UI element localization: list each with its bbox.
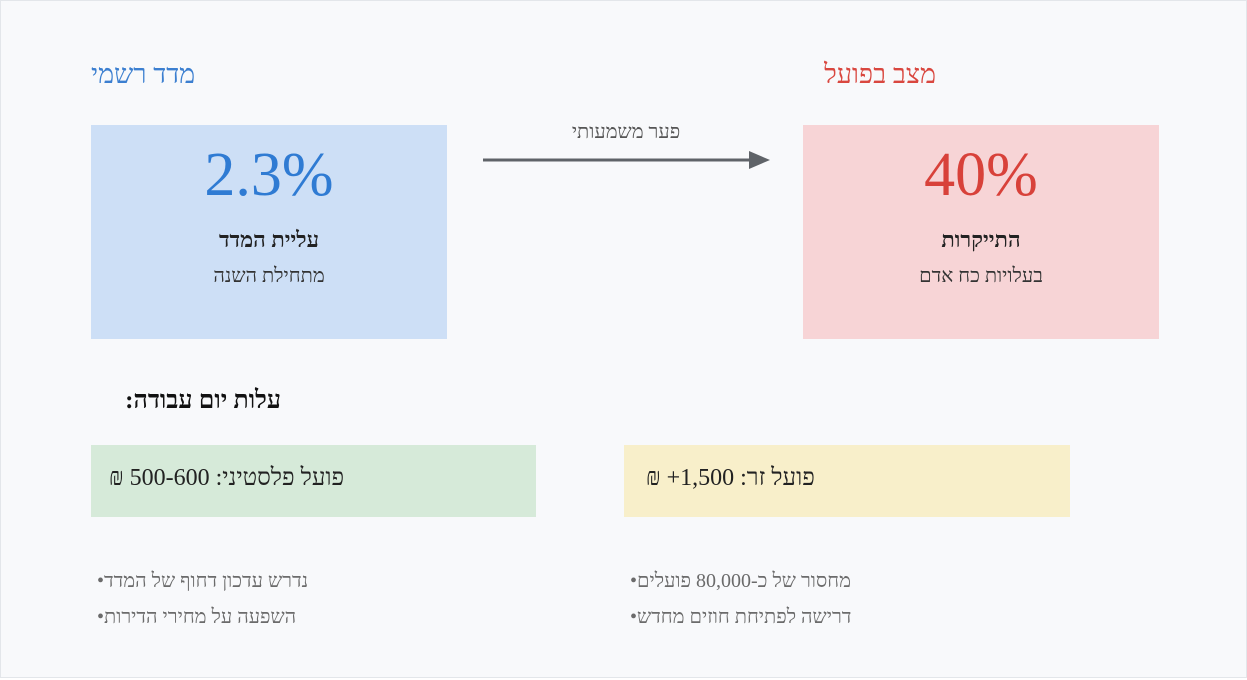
workday-cost-title: עלות יום עבודה:: [125, 387, 281, 414]
foreign-worker-cost-label: ₪ +פועל זר: 1,500: [646, 465, 815, 491]
list-item: •מחסור של כ-80,000 פועלים: [624, 563, 964, 599]
official-index-value: 2.3%: [204, 141, 334, 209]
official-index-heading: מדד רשמי: [91, 59, 196, 89]
official-index-caption: עליית המדד: [218, 227, 320, 252]
official-index-card: 2.3% עליית המדד מתחילת השנה: [91, 125, 447, 339]
actual-status-card: 40% התייקרות בעלויות כח אדם: [803, 125, 1159, 339]
actual-status-heading: מצב בפועל: [824, 59, 936, 89]
bullet-icon: •: [97, 606, 105, 628]
foreign-worker-cost: ₪ +פועל זר: 1,500: [624, 445, 1070, 517]
list-item: •נדרש עדכון דחוף של המדד: [91, 563, 431, 599]
list-item: •השפעה על מחירי הדירות: [91, 599, 431, 635]
list-item: •דרישה לפתיחת חוזים מחדש: [624, 599, 964, 635]
actual-status-value: 40%: [924, 141, 1038, 209]
gap-label: פער משמעותי: [571, 121, 681, 143]
bullet-icon: •: [97, 570, 105, 592]
bullet-icon: •: [630, 570, 638, 592]
bullet-list-left: •נדרש עדכון דחוף של המדד •השפעה על מחירי…: [91, 563, 431, 635]
actual-status-subcaption: בעלויות כח אדם: [919, 265, 1043, 287]
bullet-icon: •: [630, 606, 638, 628]
gap-arrow-icon: [483, 151, 770, 169]
actual-status-caption: התייקרות: [941, 227, 1021, 252]
official-index-subcaption: מתחילת השנה: [213, 265, 325, 287]
palestinian-worker-cost-label: ₪ פועל פלסטיני: 500-600: [109, 465, 345, 491]
bullet-list-right: •מחסור של כ-80,000 פועלים •דרישה לפתיחת …: [624, 563, 964, 635]
palestinian-worker-cost: ₪ פועל פלסטיני: 500-600: [91, 445, 536, 517]
